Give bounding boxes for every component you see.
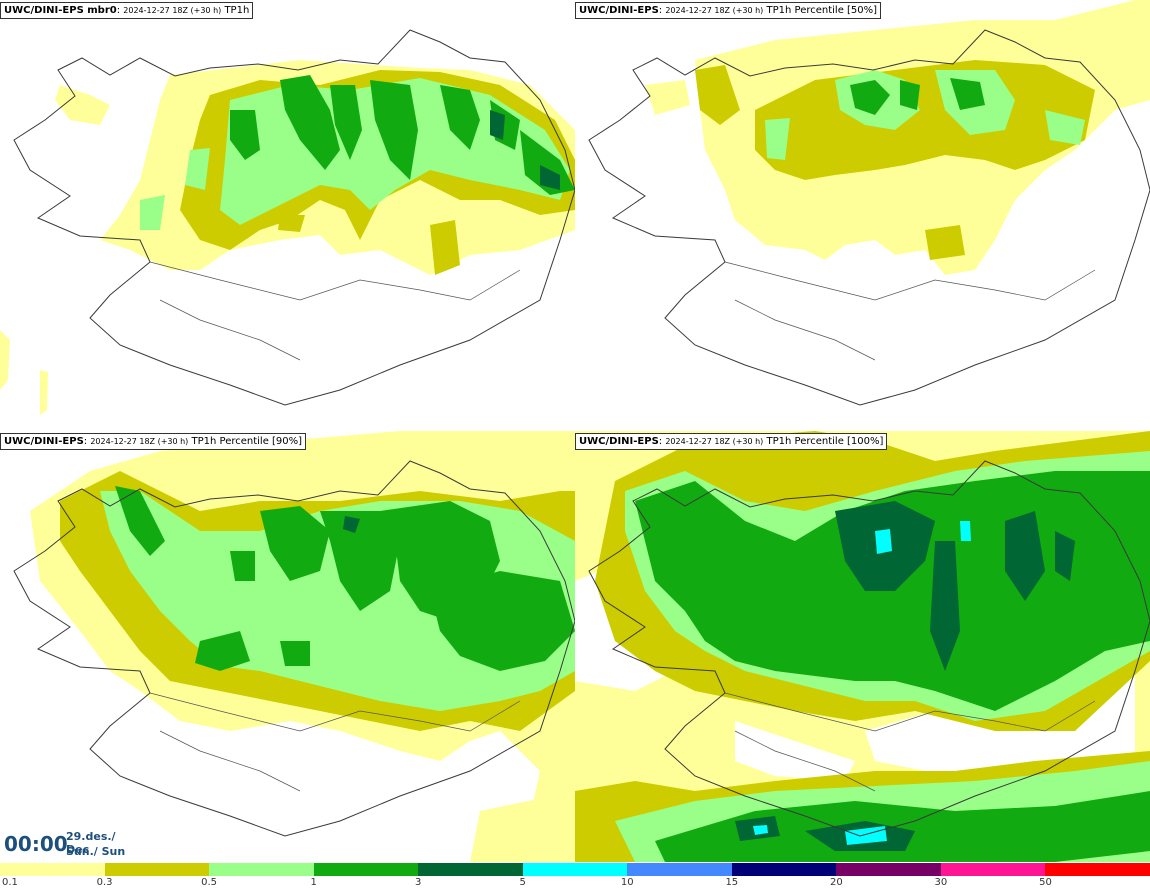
precip-layer-dark [343, 516, 360, 533]
colorbar-swatch [0, 863, 105, 876]
colorbar-tick-label: 1 [310, 877, 317, 888]
panel-title: UWC/DINI-EPS: 2024-12-27 18Z (+30 h) TP1… [575, 433, 888, 450]
colorbar-tick-label: 5 [519, 877, 526, 888]
precip-layer-green [115, 486, 575, 671]
road-lines [724, 261, 1096, 301]
precip-map-p50 [588, 0, 1150, 406]
model-name: UWC/DINI-EPS [579, 436, 659, 447]
colorbar-tick-label: 10 [620, 877, 634, 888]
run-time: 2024-12-27 18Z (+30 h) [665, 437, 764, 446]
model-name: UWC/DINI-EPS [4, 436, 84, 447]
valid-time: 00:00 [4, 832, 68, 856]
colorbar-swatches [0, 863, 1150, 876]
colorbar-swatch [1045, 863, 1150, 876]
colorbar-swatch [209, 863, 314, 876]
precip-layer-dark [490, 110, 560, 190]
colorbar-tick-label: 0.3 [96, 877, 113, 888]
colorbar-swatch [627, 863, 732, 876]
precip-map-p100 [575, 431, 1150, 862]
road-lines [149, 692, 521, 732]
road-lines-south [159, 299, 301, 361]
colorbar-swatch [731, 863, 837, 876]
precip-layer-green [230, 75, 575, 195]
road-lines-south [734, 730, 876, 792]
panel-title: UWC/DINI-EPS mbr0: 2024-12-27 18Z (+30 h… [0, 2, 254, 19]
colorbar-swatch [522, 863, 628, 876]
map-panel-mbr0: UWC/DINI-EPS mbr0: 2024-12-27 18Z (+30 h… [0, 0, 575, 431]
colorbar-tick-label: 50 [1039, 877, 1052, 888]
colorbar-swatch [940, 863, 1046, 876]
precip-map-p90 [13, 431, 575, 862]
precip-layer-cyan [753, 521, 971, 845]
model-name: UWC/DINI-EPS [579, 5, 659, 16]
road-lines-south [734, 299, 876, 361]
colorbar-tick-label: 30 [934, 877, 948, 888]
road-lines [149, 261, 521, 301]
field-name: TP1h Percentile [90%] [191, 436, 303, 447]
panel-title: UWC/DINI-EPS: 2024-12-27 18Z (+30 h) TP1… [0, 433, 307, 450]
colorbar-swatch [836, 863, 941, 876]
colorbar-tick-label: 0.5 [201, 877, 218, 888]
map-panel-p50: UWC/DINI-EPS: 2024-12-27 18Z (+30 h) TP1… [575, 0, 1150, 431]
valid-date: 29.des./ Dec [66, 830, 116, 856]
run-time: 2024-12-27 18Z (+30 h) [665, 6, 764, 15]
valid-time-box: 00:00 29.des./ Dec Sun./ Sun [0, 826, 140, 862]
colorbar-swatch [104, 863, 210, 876]
valid-weekday: Sun./ Sun [66, 845, 126, 858]
colorbar-swatch [313, 863, 419, 876]
field-name: TP1h Percentile [50%] [766, 5, 878, 16]
map-panel-p100: UWC/DINI-EPS: 2024-12-27 18Z (+30 h) TP1… [575, 431, 1150, 862]
run-time: 2024-12-27 18Z (+30 h) [90, 437, 189, 446]
colorbar-tick-label: 3 [414, 877, 422, 888]
colorbar-tick-label: 15 [725, 877, 739, 888]
model-name: UWC/DINI-EPS mbr0 [4, 5, 117, 16]
road-lines-south [159, 730, 301, 792]
run-time: 2024-12-27 18Z (+30 h) [123, 6, 222, 15]
precip-layer-green [850, 78, 985, 115]
map-panel-p90: UWC/DINI-EPS: 2024-12-27 18Z (+30 h) TP1… [0, 431, 575, 862]
field-name: TP1h Percentile [100%] [766, 436, 884, 447]
precip-map-mbr0 [0, 29, 575, 415]
field-name: TP1h [224, 5, 250, 16]
road-lines [724, 692, 1096, 732]
panel-title: UWC/DINI-EPS: 2024-12-27 18Z (+30 h) TP1… [575, 2, 882, 19]
colorbar-swatch [418, 863, 523, 876]
colorbar-tick-label: 20 [829, 877, 843, 888]
colorbar-legend: 0.1 0.3 0.5 1 3 5 10 15 20 30 50 [0, 862, 1150, 891]
colorbar-tick-label: 0.1 [2, 877, 18, 888]
